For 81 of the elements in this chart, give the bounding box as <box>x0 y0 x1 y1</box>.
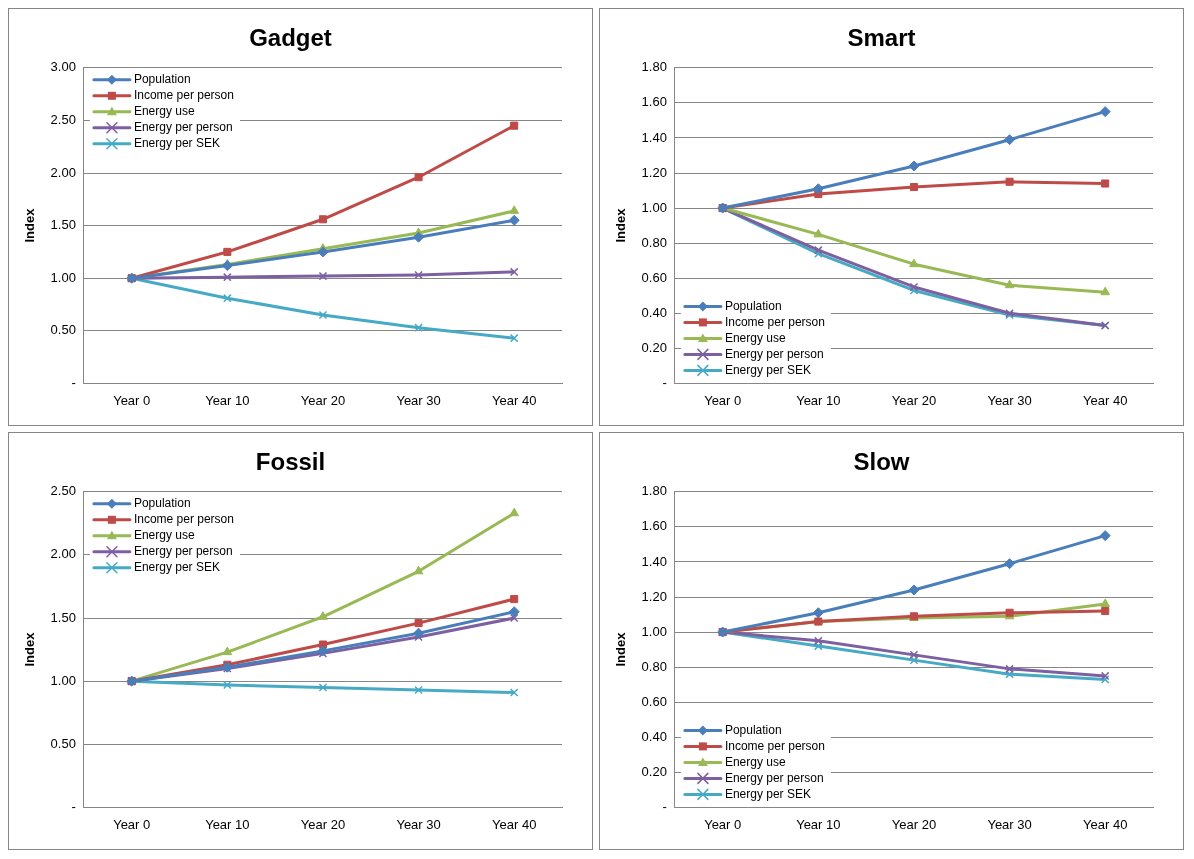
x-tick-label: Year 40 <box>1083 392 1128 408</box>
x-tick-label: Year 40 <box>492 392 537 408</box>
legend-label: Energy use <box>724 330 786 345</box>
y-tick-label: 0.80 <box>641 234 667 250</box>
legend-label: Energy per SEK <box>133 136 220 151</box>
x-tick-label: Year 20 <box>891 392 937 408</box>
x-tick-label: Year 30 <box>396 392 441 408</box>
legend-label: Income per person <box>724 314 825 329</box>
y-tick-label: 1.00 <box>50 672 76 688</box>
legend-label: Energy per SEK <box>724 786 811 801</box>
y-tick-label: 1.80 <box>641 59 667 75</box>
y-tick-label: 3.00 <box>50 59 76 75</box>
x-tick-label: Year 0 <box>704 816 742 832</box>
legend-label: Energy use <box>133 104 195 119</box>
y-tick-label: 1.00 <box>50 269 76 285</box>
y-tick-label: 1.50 <box>50 217 76 233</box>
y-tick-label: - <box>71 798 76 814</box>
y-tick-label: 1.50 <box>50 609 76 625</box>
y-tick-label: - <box>662 798 667 814</box>
legend-label: Energy per person <box>724 346 824 361</box>
x-tick-label: Year 10 <box>796 392 841 408</box>
y-tick-label: 1.60 <box>641 94 667 110</box>
y-tick-label: 1.40 <box>641 129 667 145</box>
x-tick-label: Year 40 <box>492 816 537 832</box>
y-tick-label: 1.00 <box>641 623 667 639</box>
x-tick-label: Year 20 <box>300 816 346 832</box>
y-tick-label: 2.50 <box>50 483 76 499</box>
y-tick-label: 2.50 <box>50 111 76 127</box>
y-tick-label: 1.40 <box>641 553 667 569</box>
x-tick-label: Year 0 <box>704 392 742 408</box>
y-tick-label: 1.60 <box>641 518 667 534</box>
x-tick-label: Year 10 <box>796 816 841 832</box>
y-tick-label: 2.00 <box>50 164 76 180</box>
y-tick-label: 0.50 <box>50 322 76 338</box>
legend-label: Income per person <box>133 512 234 527</box>
legend-label: Population <box>724 722 782 737</box>
x-tick-label: Year 40 <box>1083 816 1128 832</box>
y-tick-label: 1.00 <box>641 199 667 215</box>
y-tick-label: 0.40 <box>641 304 667 320</box>
y-tick-label: 0.20 <box>641 339 667 355</box>
legend-label: Population <box>724 298 782 313</box>
x-tick-label: Year 0 <box>113 816 151 832</box>
x-tick-label: Year 10 <box>205 816 250 832</box>
x-tick-label: Year 20 <box>300 392 346 408</box>
chart-title: Gadget <box>249 24 332 52</box>
y-tick-label: 2.00 <box>50 546 76 562</box>
y-tick-label: 0.40 <box>641 728 667 744</box>
x-tick-label: Year 20 <box>891 816 937 832</box>
legend-label: Energy per SEK <box>724 362 811 377</box>
y-tick-label: 0.80 <box>641 658 667 674</box>
chart-title: Smart <box>847 24 916 52</box>
y-tick-label: 1.20 <box>641 164 667 180</box>
x-tick-label: Year 30 <box>987 816 1032 832</box>
y-tick-label: 0.50 <box>50 735 76 751</box>
y-tick-label: 0.20 <box>641 763 667 779</box>
legend-label: Energy use <box>133 528 195 543</box>
x-tick-label: Year 0 <box>113 392 151 408</box>
legend-label: Population <box>133 496 191 511</box>
legend-label: Energy use <box>724 754 786 769</box>
y-tick-label: 1.20 <box>641 588 667 604</box>
chart-title: Fossil <box>255 448 326 476</box>
y-tick-label: 0.60 <box>641 269 667 285</box>
y-tick-label: 0.60 <box>641 693 667 709</box>
y-tick-label: - <box>662 374 667 390</box>
legend-label: Income per person <box>133 88 234 103</box>
y-axis-title: Index <box>22 207 38 243</box>
x-tick-label: Year 30 <box>987 392 1032 408</box>
x-tick-label: Year 10 <box>205 392 250 408</box>
y-axis-title: Index <box>613 631 629 667</box>
legend-label: Energy per SEK <box>133 560 220 575</box>
x-tick-label: Year 30 <box>396 816 441 832</box>
legend-label: Energy per person <box>133 544 233 559</box>
y-tick-label: - <box>71 374 76 390</box>
legend-label: Income per person <box>724 738 825 753</box>
legend-label: Population <box>133 72 191 87</box>
legend-label: Energy per person <box>724 770 824 785</box>
y-axis-title: Index <box>613 207 629 243</box>
y-tick-label: 1.80 <box>641 483 667 499</box>
chart-title: Slow <box>853 448 910 476</box>
y-axis-title: Index <box>22 631 38 667</box>
legend-label: Energy per person <box>133 120 233 135</box>
